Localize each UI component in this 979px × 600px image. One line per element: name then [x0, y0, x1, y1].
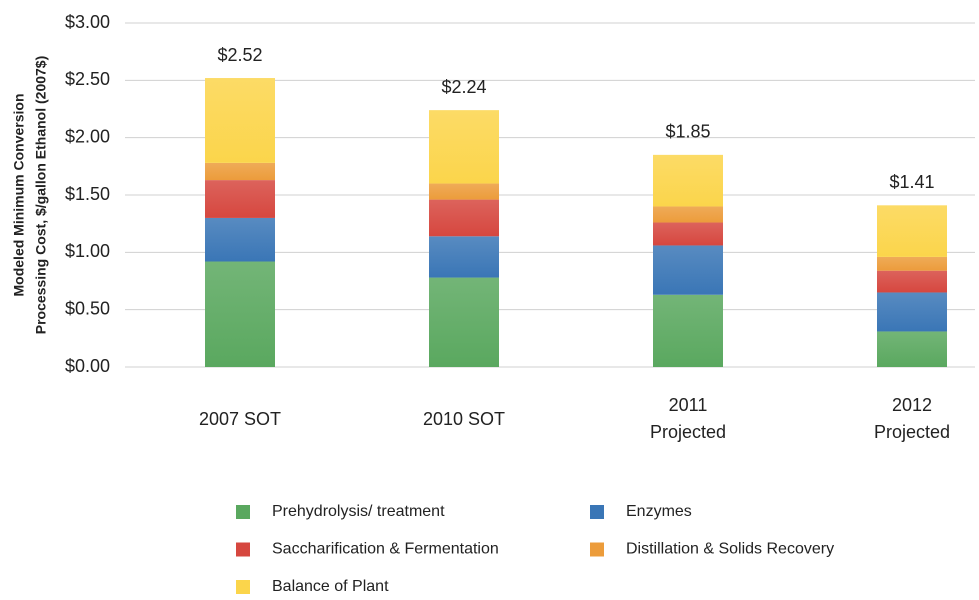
legend-label: Saccharification & Fermentation	[272, 541, 499, 558]
bar-segment	[429, 183, 499, 200]
y-tick-label: $2.00	[65, 126, 110, 146]
bar-segment	[205, 180, 275, 218]
total-label: $2.52	[217, 45, 262, 65]
bar-segment	[877, 331, 947, 367]
y-tick-label: $3.00	[65, 12, 110, 32]
x-tick-label: Projected	[650, 422, 726, 442]
y-tick-label: $2.50	[65, 69, 110, 89]
bar-segment	[429, 199, 499, 237]
legend-swatch	[590, 542, 604, 557]
bar-segment	[205, 78, 275, 163]
bar-segment	[877, 270, 947, 293]
x-tick-label: 2012	[892, 395, 932, 415]
bar-segment	[877, 205, 947, 257]
x-tick-label: Projected	[874, 422, 950, 442]
total-label: $2.24	[441, 77, 486, 97]
legend-label: Distillation & Solids Recovery	[626, 541, 834, 558]
legend-swatch	[236, 505, 250, 519]
total-label: $1.41	[889, 172, 934, 192]
y-tick-label: $0.50	[65, 298, 110, 318]
bar-segment	[653, 222, 723, 246]
bar-segment	[205, 162, 275, 181]
y-tick-label: $1.50	[65, 184, 110, 204]
y-tick-label: $0.00	[65, 356, 110, 376]
x-tick-label: 2007 SOT	[199, 409, 281, 429]
bar-segment	[877, 256, 947, 271]
legend-label: Enzymes	[626, 503, 692, 520]
bar-segment	[429, 110, 499, 184]
bar-segment	[653, 245, 723, 295]
legend-swatch	[236, 580, 250, 594]
bar-segment	[205, 261, 275, 367]
bar-segment	[653, 294, 723, 367]
x-tick-label: 2011	[669, 395, 708, 415]
total-label: $1.85	[665, 122, 710, 142]
bar-segment	[205, 217, 275, 262]
bar-segment	[653, 154, 723, 207]
y-tick-label: $1.00	[65, 241, 110, 261]
legend-label: Prehydrolysis/ treatment	[272, 503, 445, 520]
legend-label: Balance of Plant	[272, 578, 389, 595]
legend-swatch	[590, 505, 604, 519]
legend-swatch	[236, 542, 250, 557]
y-axis-label: Processing Cost, $/gallon Ethanol (2007$…	[33, 56, 49, 335]
y-axis-label: Modeled Minimum Conversion	[11, 93, 27, 296]
bar-segment	[877, 292, 947, 332]
bar-segment	[429, 236, 499, 278]
bar-segment	[429, 277, 499, 367]
x-tick-label: 2010 SOT	[423, 409, 505, 429]
bar-segment	[653, 206, 723, 223]
